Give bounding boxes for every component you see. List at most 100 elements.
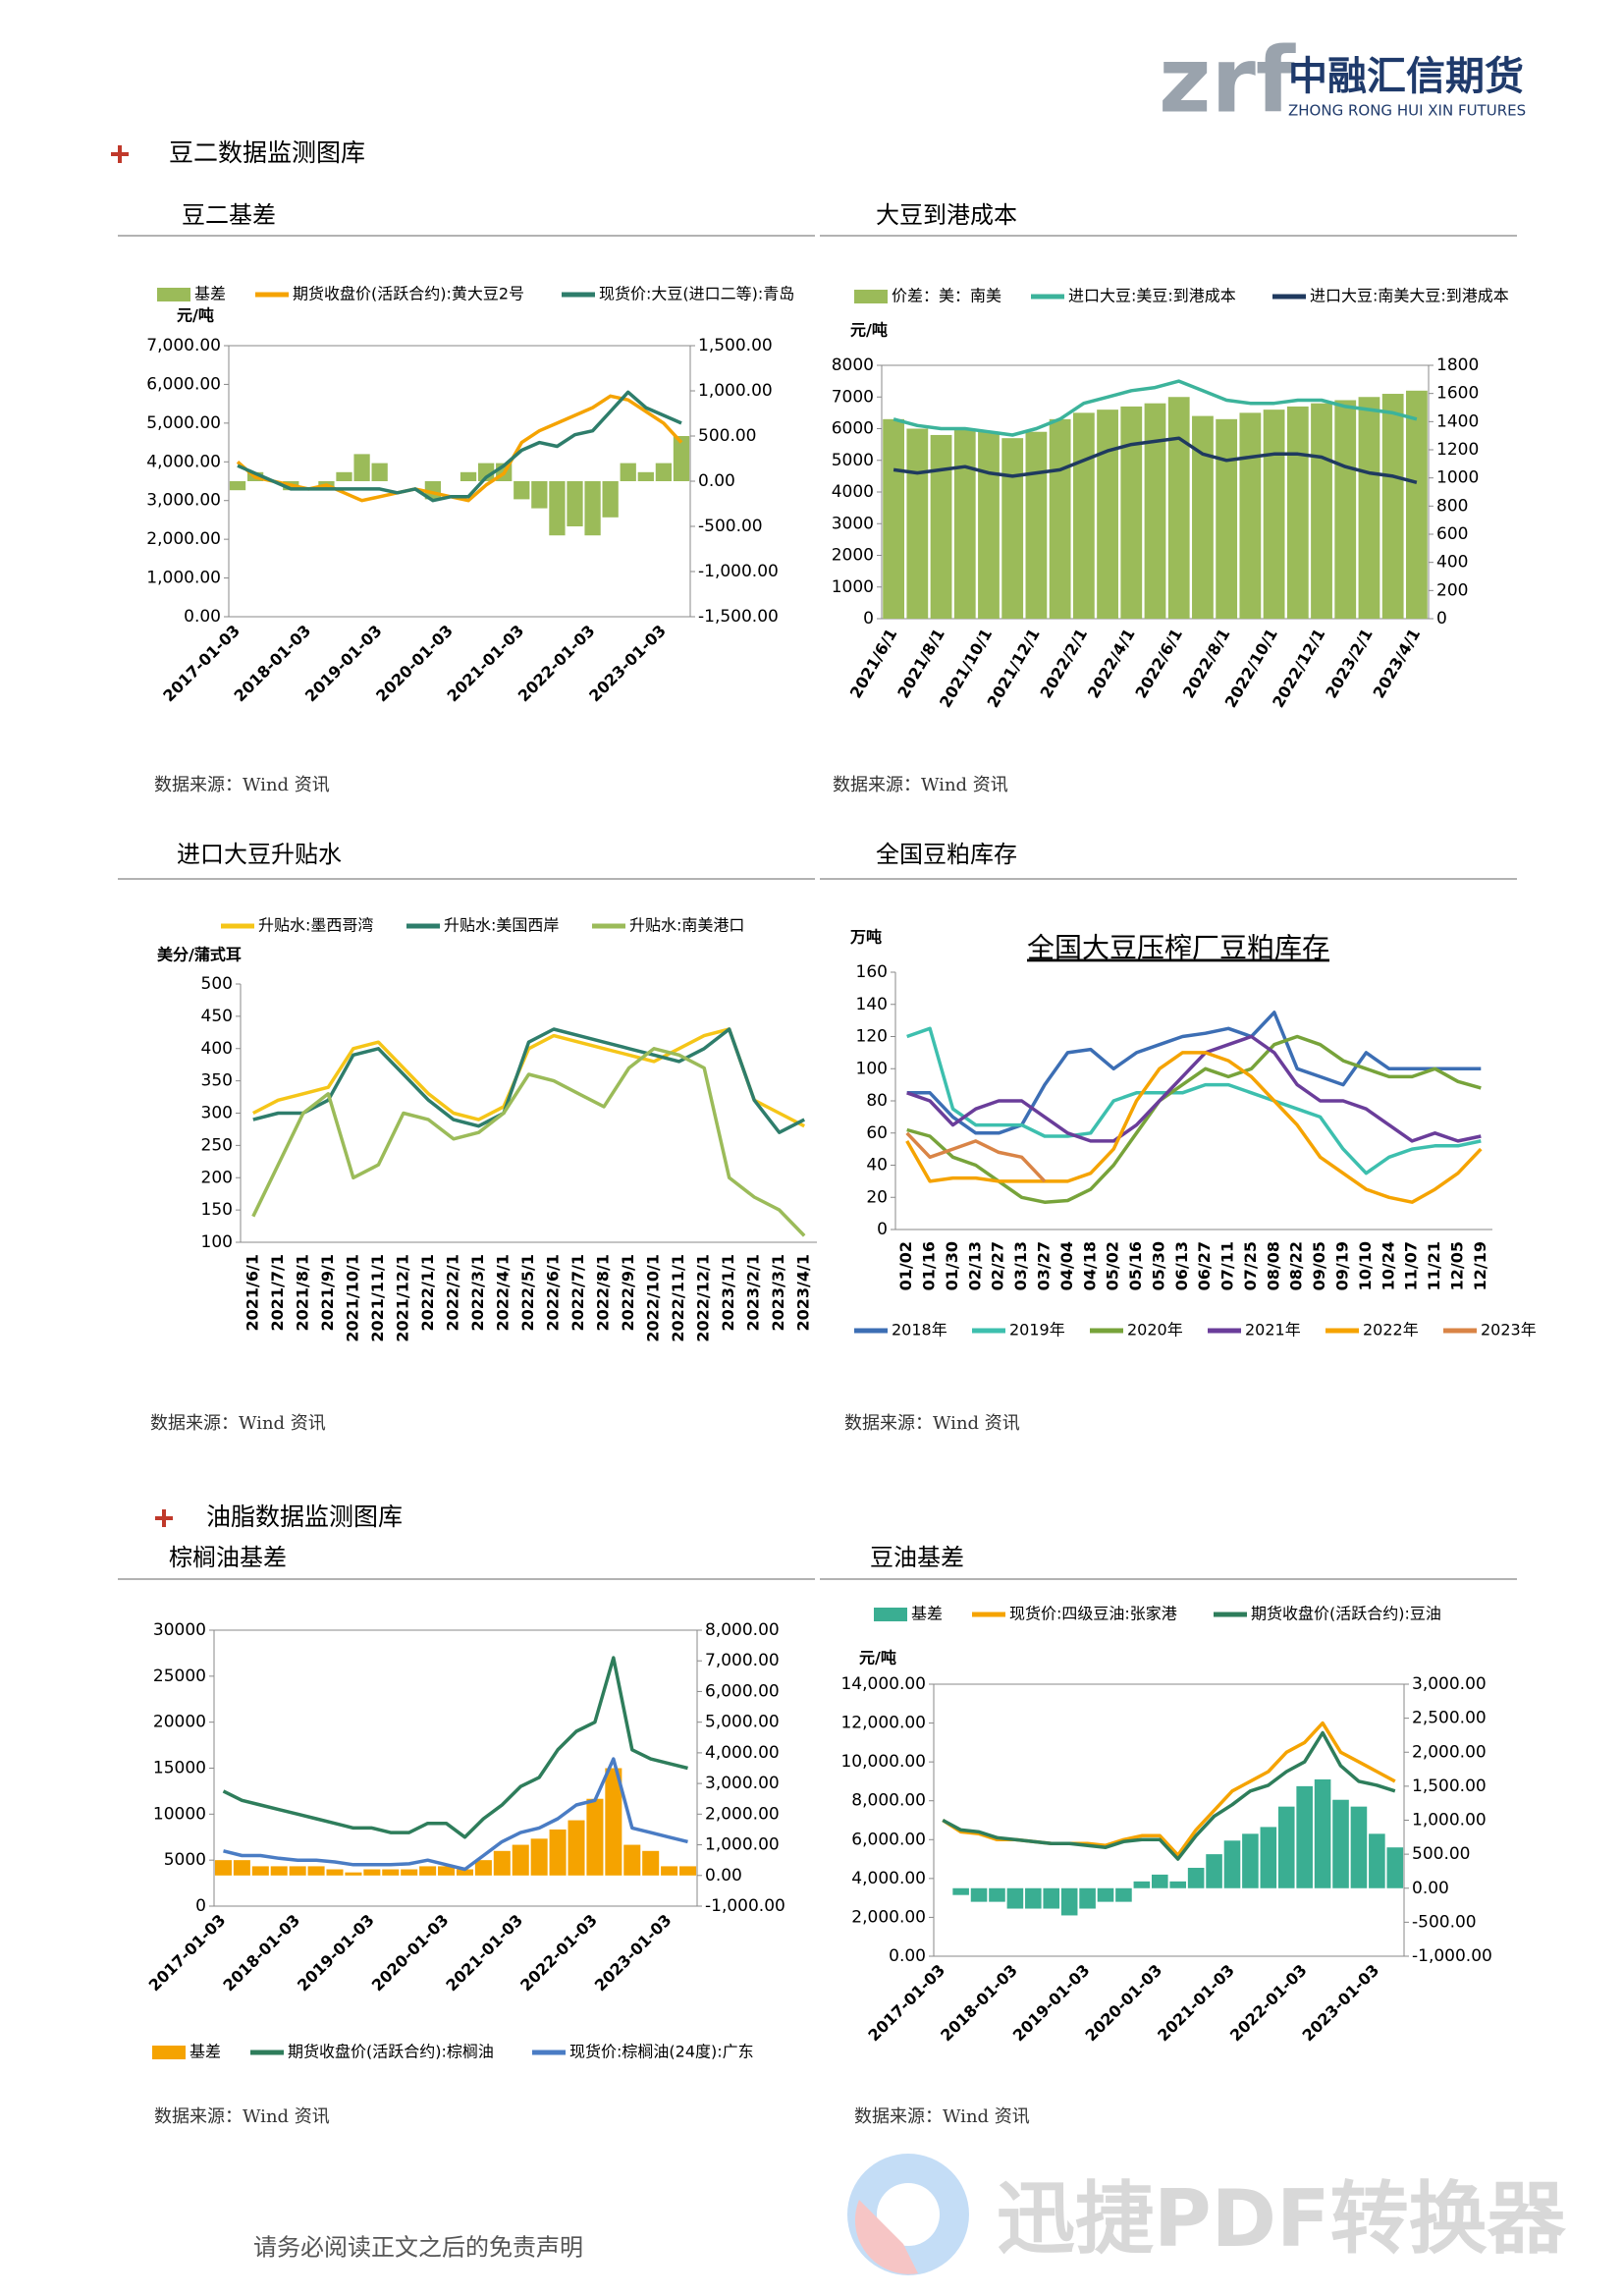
series-line [906, 1026, 1482, 1175]
legend-swatch [157, 288, 190, 301]
y-tick-label: 250 [201, 1135, 233, 1155]
series-line [893, 436, 1418, 484]
bar [1350, 1806, 1368, 1888]
series-line [942, 1730, 1396, 1861]
bar [1187, 1867, 1205, 1888]
rules [118, 235, 1517, 1580]
bar [989, 1887, 1005, 1902]
bar [1239, 412, 1262, 619]
x-tick-label: 2022/8/1 [594, 1254, 613, 1331]
source: 数据来源：Wind 资讯 [154, 775, 330, 795]
legend-label: 现货价:棕榈油(24度):广东 [569, 2043, 754, 2061]
y-tick-label: 1000 [832, 577, 874, 597]
series-line [906, 1011, 1482, 1135]
bar [1242, 1833, 1259, 1888]
bar [530, 1838, 548, 1876]
bar [642, 1850, 660, 1876]
logo-mark: zrf [1159, 27, 1296, 133]
y-axis-label: 万吨 [849, 928, 882, 947]
bar [307, 1866, 325, 1876]
bar [1216, 418, 1238, 619]
logo-cn: 中融汇信期货 [1288, 54, 1524, 99]
y-axis-label: 元/吨 [177, 306, 214, 325]
bar [1296, 1785, 1313, 1888]
bar [1120, 406, 1143, 619]
y-tick-label: 350 [201, 1071, 233, 1091]
panel-title: 大豆到港成本 [876, 201, 1017, 229]
x-tick-label: 07/11 [1218, 1241, 1237, 1290]
y-tick-label: 100 [856, 1059, 888, 1078]
x-tick-label: 2020-01-03 [368, 1911, 453, 1995]
series-line [906, 1034, 1482, 1143]
bar [620, 463, 636, 481]
bar [1386, 1847, 1404, 1888]
x-tick-label: 03/27 [1035, 1241, 1054, 1290]
bar [1260, 1827, 1277, 1888]
y2-tick-label: 500.00 [1412, 1844, 1470, 1864]
x-tick-label: 2022/6/1 [1131, 626, 1186, 701]
bar [1358, 397, 1380, 619]
section-icon [155, 1509, 173, 1527]
bar [679, 1866, 697, 1876]
bar [512, 1844, 529, 1876]
y-tick-label: 6,000.00 [851, 1830, 926, 1849]
y2-tick-label: 1000 [1436, 468, 1479, 488]
panel-title: 全国豆粕库存 [876, 841, 1017, 868]
x-tick-label: 2021/6/1 [846, 626, 901, 701]
bar [289, 1866, 306, 1876]
source: 数据来源：Wind 资讯 [154, 2106, 330, 2127]
bar [906, 428, 929, 619]
y-tick-label: 3,000.00 [146, 491, 221, 511]
bar [673, 436, 690, 481]
chart-subtitle: 全国大豆压榨厂豆粕库存 [1027, 932, 1329, 964]
y-tick-label: 15000 [153, 1759, 206, 1778]
series-line [252, 1027, 805, 1134]
y-tick-label: 120 [856, 1027, 888, 1047]
y-tick-label: 500 [201, 974, 233, 994]
y2-tick-label: 800 [1436, 496, 1468, 516]
logo-en: ZHONG RONG HUI XIN FUTURES [1288, 102, 1526, 120]
section-title: 豆二数据监测图库 [169, 138, 365, 167]
legend-label: 期货收盘价(活跃合约):黄大豆2号 [293, 285, 524, 303]
y2-tick-label: 1,500.00 [698, 336, 773, 355]
x-tick-label: 01/02 [896, 1241, 915, 1290]
series-line [905, 1051, 1483, 1204]
bar [214, 1860, 232, 1876]
x-tick-label: 2022/8/1 [1179, 626, 1234, 701]
bar [401, 1869, 418, 1876]
y-axis-label: 美分/蒲式耳 [157, 946, 242, 964]
y-tick-label: 30000 [153, 1620, 206, 1640]
legend-label: 升贴水:墨西哥湾 [258, 916, 373, 935]
bar [233, 1860, 250, 1876]
y-tick-label: 10,000.00 [840, 1752, 926, 1772]
bar [229, 481, 246, 491]
x-tick-label: 08/22 [1287, 1241, 1306, 1290]
bar [1314, 1778, 1331, 1888]
bar [326, 1869, 344, 1876]
bar [1072, 412, 1095, 619]
bar [1381, 394, 1404, 619]
y-tick-label: 160 [856, 962, 888, 982]
panel-title: 棕榈油基差 [169, 1544, 287, 1571]
y-tick-label: 0.00 [889, 1946, 926, 1966]
y2-tick-label: 2,000.00 [1412, 1742, 1487, 1762]
y2-tick-label: 6,000.00 [705, 1681, 780, 1701]
x-tick-label: 2022/2/1 [1037, 626, 1092, 701]
bar [419, 1866, 437, 1876]
x-tick-label: 2022/9/1 [619, 1254, 637, 1331]
x-tick-label: 02/27 [989, 1241, 1007, 1290]
legend-label: 升贴水:美国西岸 [444, 916, 559, 935]
y2-tick-label: 0 [1436, 609, 1447, 629]
x-tick-label: 2021/11/1 [368, 1254, 387, 1342]
series-line [893, 379, 1418, 437]
panel-title: 豆二基差 [182, 201, 276, 229]
bar [1334, 400, 1357, 619]
bar [549, 481, 566, 536]
y-tick-label: 2000 [832, 546, 874, 566]
y-tick-label: 0 [877, 1220, 888, 1239]
legend-label: 基差 [911, 1605, 943, 1623]
x-tick-label: 2023/2/1 [1322, 626, 1377, 701]
y2-tick-label: 3,000.00 [1412, 1674, 1487, 1694]
series-line [223, 1757, 688, 1872]
bar [460, 471, 477, 481]
